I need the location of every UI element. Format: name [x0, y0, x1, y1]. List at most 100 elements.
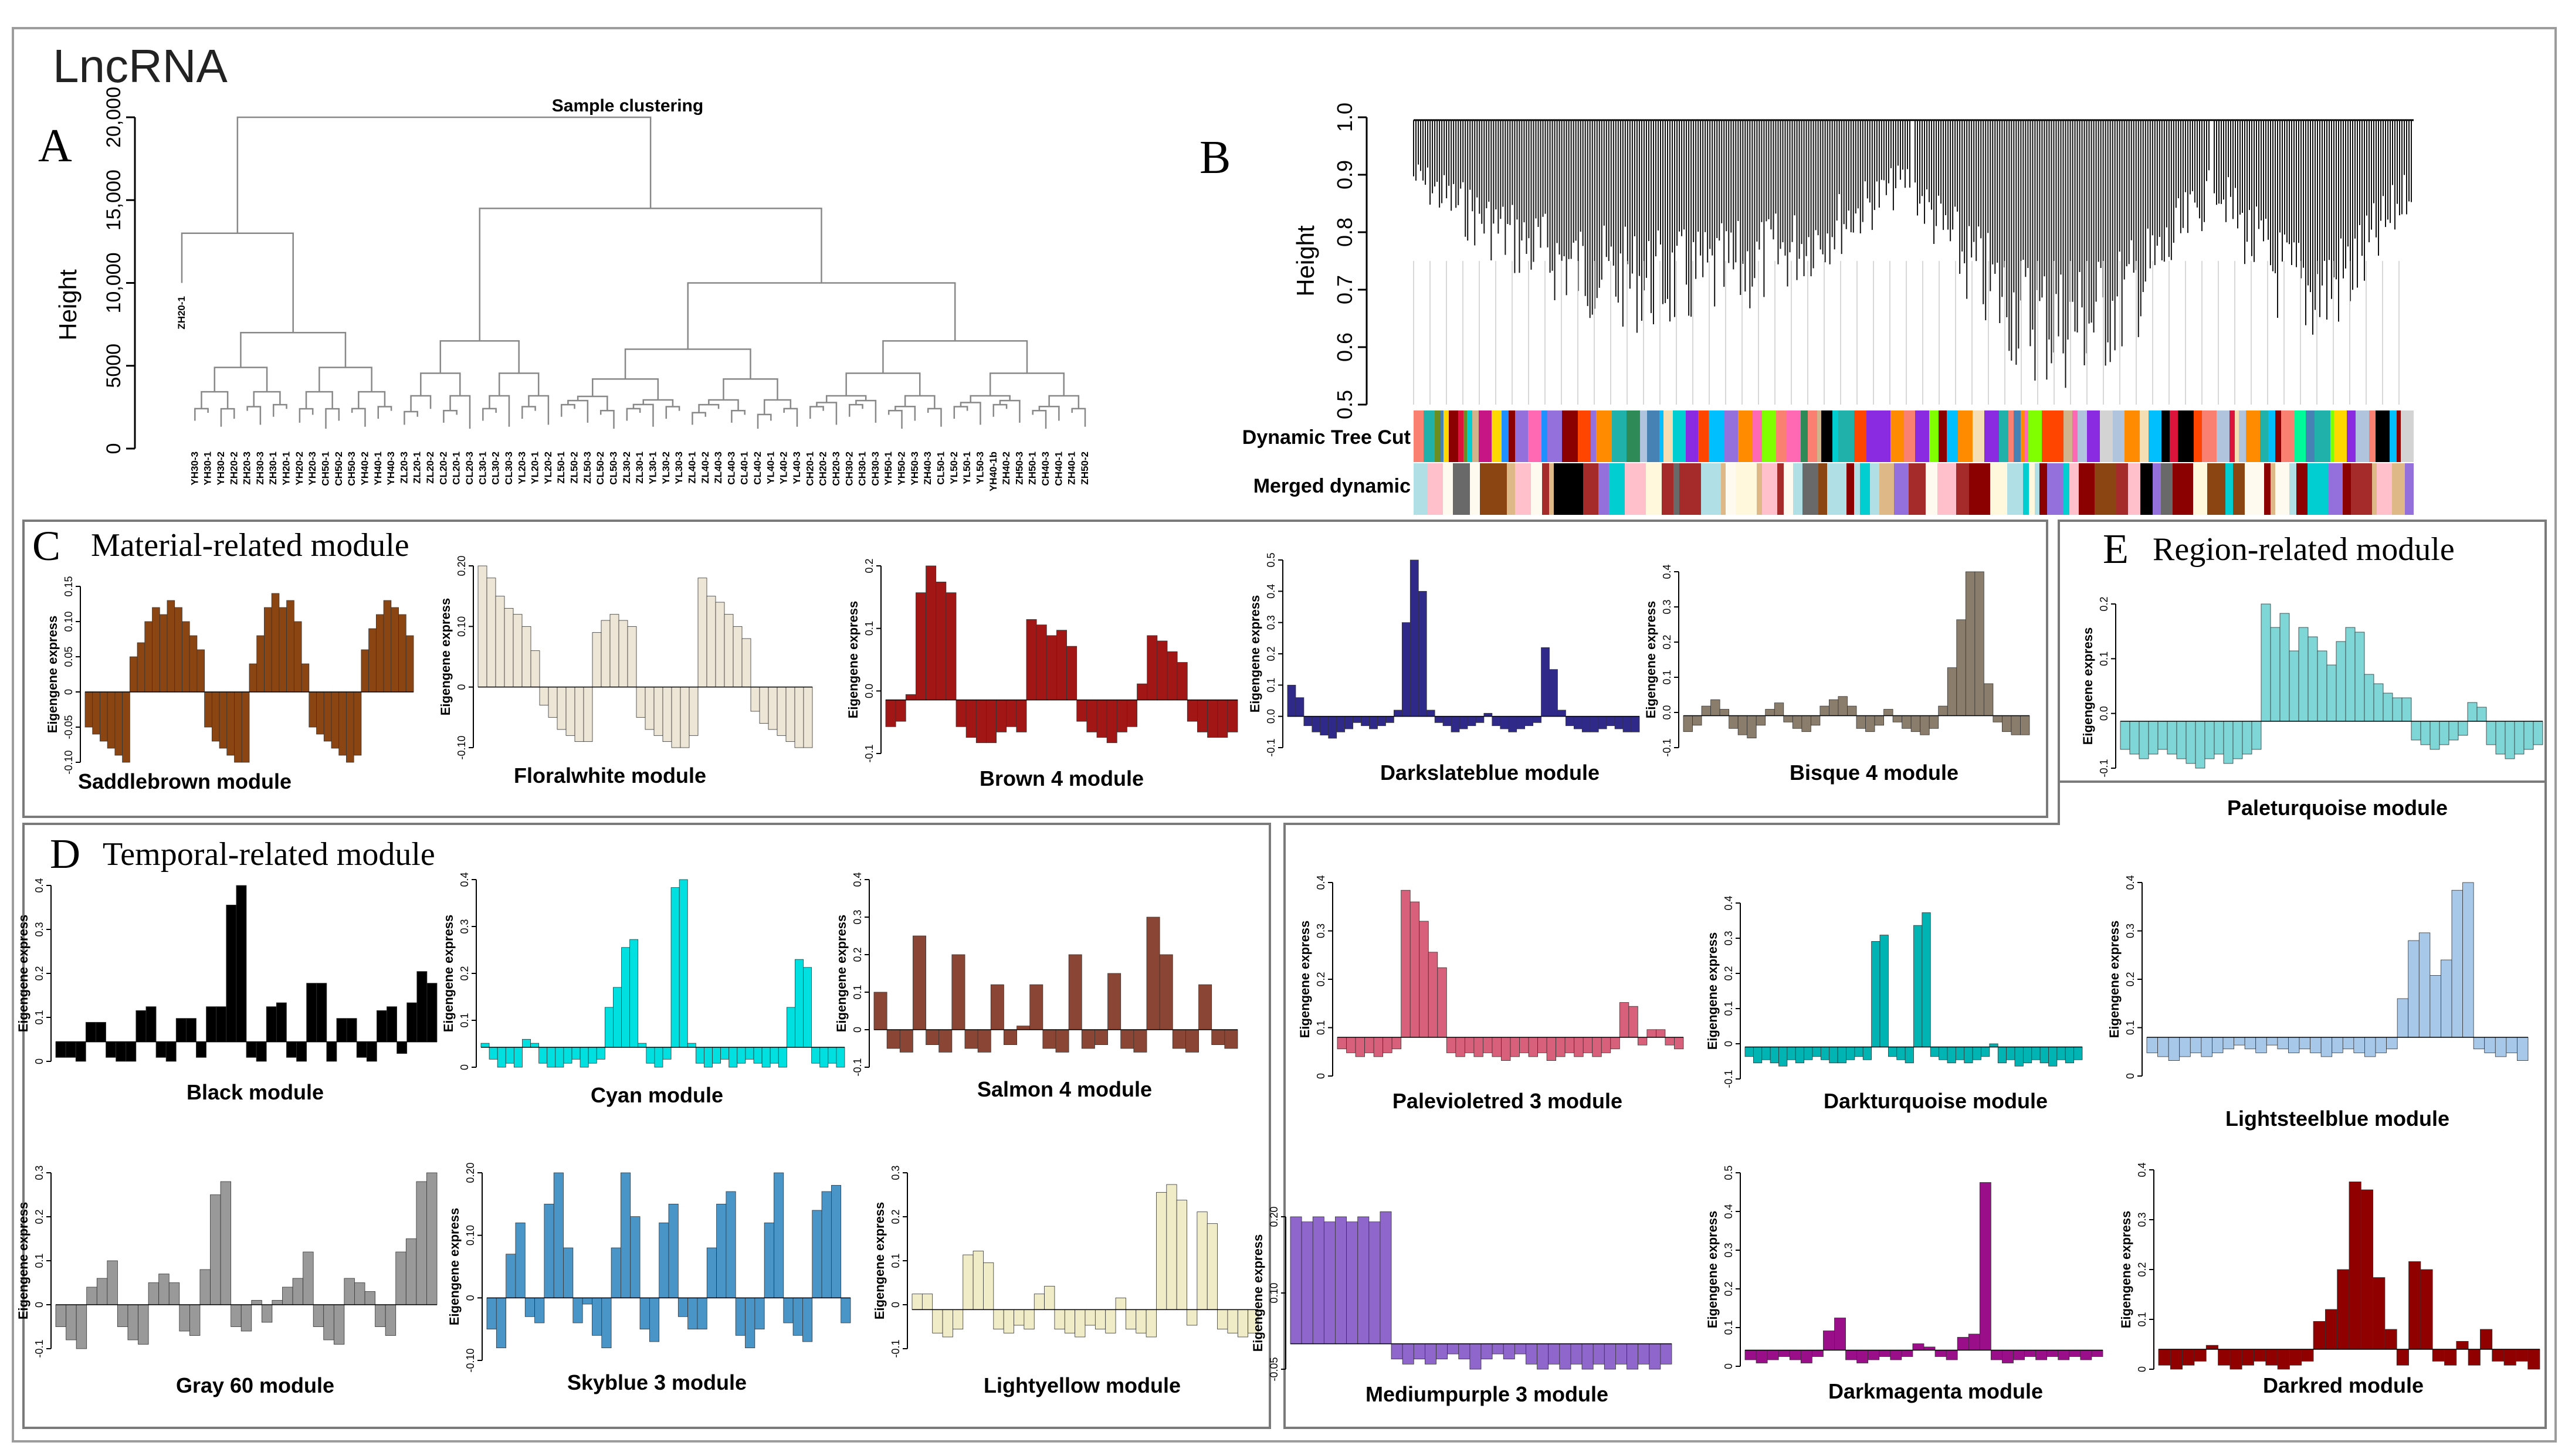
leaf-label: CH30-1 [857, 452, 868, 486]
merged-color-cell [2063, 463, 2069, 515]
eigengene-bar [2254, 1349, 2266, 1362]
eigengene-bar [2261, 603, 2271, 722]
dendrogram-link [698, 403, 720, 413]
eigengene-bar [1418, 590, 1427, 717]
tick-label-a-y: 10,000 [103, 253, 125, 314]
merged-color-cell [1679, 463, 1701, 515]
eigengene-bar [2515, 1349, 2529, 1362]
chart-ylabel: Eigengene express [16, 915, 31, 1033]
section-c-title: Material-related module [91, 527, 409, 564]
section-e-lower-box [1283, 780, 2547, 1429]
eigengene-bar [385, 1304, 397, 1336]
eigengene-bar [750, 687, 760, 712]
merged-color-cell [2047, 463, 2063, 515]
chart-tick-label: 0 [852, 1027, 863, 1033]
dynamic-color-cell [2330, 410, 2334, 462]
leaf-label: YL50-2 [948, 452, 960, 484]
eigengene-bar [689, 687, 699, 736]
dynamic-color-cell [1591, 410, 1596, 462]
eigengene-bar [1373, 1037, 1384, 1057]
eigengene-bar [2002, 1350, 2014, 1363]
eigengene-bar [936, 582, 947, 700]
merged-color-cell [2023, 463, 2029, 515]
eigengene-bar [821, 1191, 832, 1298]
eigengene-bar [1419, 921, 1429, 1038]
merged-color-cell [1854, 463, 1860, 515]
eigengene-bar [1086, 700, 1097, 732]
leaf-label: CH20-1 [804, 452, 815, 486]
eigengene-bar [1401, 622, 1411, 717]
eigengene-bar [1096, 700, 1107, 738]
eigengene-bar [1846, 1047, 1855, 1060]
eigengene-bar [1337, 1037, 1347, 1050]
eigengene-bar [2473, 1037, 2485, 1050]
dynamic-color-cell [2113, 410, 2124, 462]
eigengene-chart: -0.1 0 0.1 0.2 0.3 0.4 Eigengene express Salmon… [834, 872, 1238, 1101]
eigengene-bar [1095, 1309, 1106, 1330]
merged-color-cell [2161, 463, 2173, 515]
dynamic-color-cell [2260, 410, 2268, 462]
dendrogram-link [855, 399, 877, 423]
leaf-label: CH20-2 [818, 452, 829, 486]
eigengene-bar [803, 687, 813, 748]
eigengene-bar [66, 1304, 77, 1340]
eigengene-bar [179, 1304, 190, 1332]
eigengene-bar [538, 1047, 548, 1064]
dendrogram-link [763, 399, 792, 415]
eigengene-bar [1508, 716, 1517, 732]
eigengene-bar [1778, 1350, 1790, 1357]
eigengene-bar [990, 984, 1004, 1030]
dynamic-color-cell [2063, 410, 2072, 462]
eigengene-bar [1701, 705, 1711, 716]
dynamic-color-cell [1947, 410, 1958, 462]
merged-color-cell [2245, 463, 2264, 515]
chart-tick-label: 0.4 [1315, 875, 1327, 890]
eigengene-bar [1116, 700, 1127, 732]
eigengene-bar [246, 1041, 257, 1058]
leaf-label: ZH30-3 [255, 452, 266, 485]
chart-tick-label: -0.1 [890, 1339, 902, 1357]
dynamic-color-cell [1871, 410, 1884, 462]
leaf-label: ZH30-1 [267, 452, 279, 485]
eigengene-bar [1447, 1343, 1459, 1355]
eigengene-bar [127, 1304, 138, 1340]
eigengene-bar [2317, 650, 2327, 722]
eigengene-bar [1516, 716, 1526, 729]
merged-color-cell [1726, 463, 1736, 515]
eigengene-bar [1076, 700, 1087, 722]
eigengene-chart: 0 0.1 0.2 0.3 0.4 Eigengene express Lightsteel… [2107, 875, 2529, 1131]
eigengene-bar [687, 1043, 696, 1048]
eigengene-bar [609, 614, 619, 688]
eigengene-bar [106, 1041, 117, 1058]
eigengene-bar [2158, 1349, 2171, 1366]
eigengene-bar [2392, 697, 2403, 722]
eigengene-bar [819, 1047, 829, 1068]
eigengene-bar [555, 1047, 564, 1068]
eigengene-bar [1137, 683, 1148, 700]
eigengene-bar [1446, 1037, 1456, 1053]
eigengene-bar [356, 1041, 367, 1058]
eigengene-bar [306, 983, 317, 1043]
chart-tick-label: 0.20 [465, 1162, 476, 1183]
eigengene-bar [346, 691, 354, 763]
eigengene-bar [2266, 1037, 2278, 1046]
leaf-label: ZL20-1 [412, 452, 423, 484]
eigengene-bar [938, 1029, 953, 1053]
eigengene-bar [1946, 1350, 1958, 1360]
eigengene-bar [159, 614, 168, 693]
eigengene-bar [416, 1181, 427, 1305]
eigengene-bar [1615, 1343, 1627, 1365]
leaf-label: ZH20-3 [242, 452, 253, 485]
eigengene-bar [1211, 1029, 1225, 1046]
eigengene-bar [2514, 721, 2525, 755]
leaf-label: ZL50-1 [555, 452, 567, 484]
dynamic-color-cell [1492, 410, 1502, 462]
eigengene-bar [1133, 1029, 1147, 1053]
eigengene-bar [1501, 1037, 1511, 1061]
dynamic-color-cell [2306, 410, 2315, 462]
eigengene-bar [2484, 1037, 2496, 1053]
merged-color-cell [1969, 463, 1990, 515]
eigengene-bar [2201, 1037, 2212, 1057]
eigengene-bar [761, 1047, 771, 1068]
merged-color-cell [1646, 463, 1662, 515]
